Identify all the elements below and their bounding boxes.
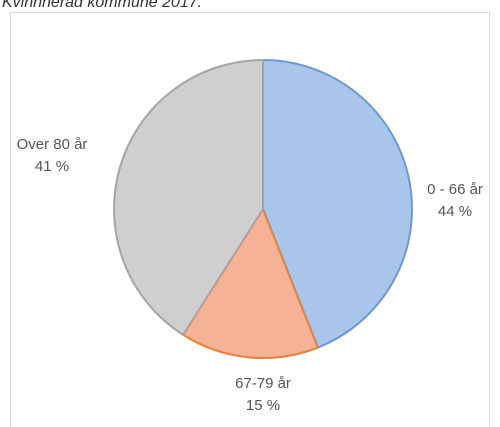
pie-slice [262,59,413,349]
slice-value-label: 15 % [246,397,280,414]
slice-value-label: 41 % [35,158,69,175]
slice-category-label: 67-79 år [235,375,291,392]
slice-category-label: 0 - 66 år [427,181,483,198]
pie-slice [113,59,264,336]
slice-category-label: Over 80 år [17,136,88,153]
chart-title: Kvinnherad kommune 2017. [2,0,202,11]
pie-slice [182,208,319,359]
slice-value-label: 44 % [438,203,472,220]
